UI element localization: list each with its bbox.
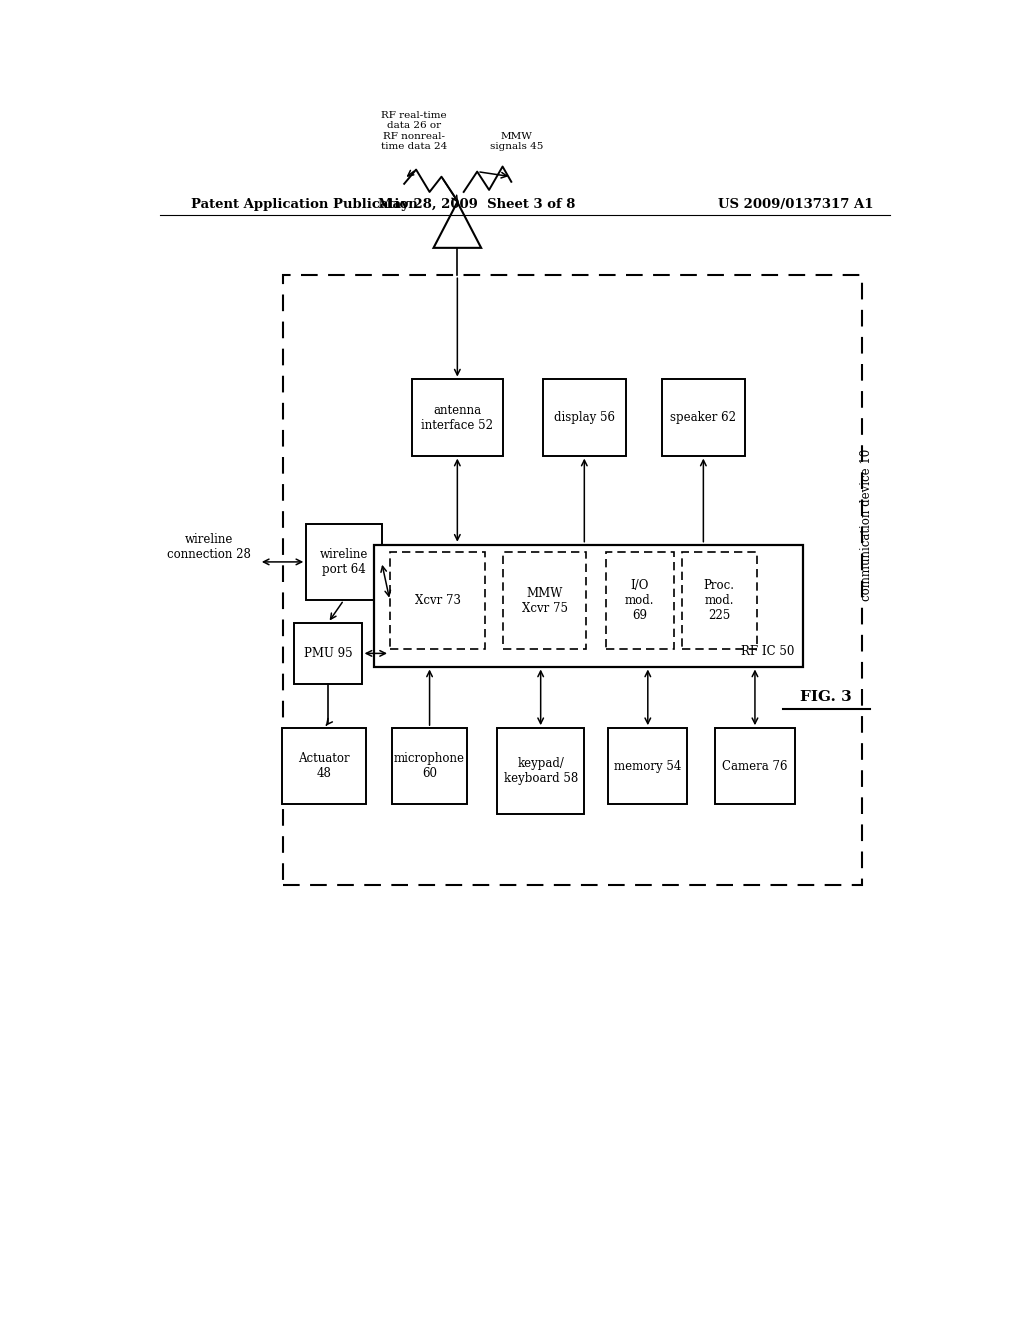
Text: PMU 95: PMU 95: [304, 647, 352, 660]
Text: speaker 62: speaker 62: [671, 411, 736, 424]
Bar: [715, 729, 795, 804]
Text: memory 54: memory 54: [614, 760, 682, 772]
Text: Actuator
48: Actuator 48: [298, 752, 350, 780]
Bar: [390, 552, 485, 649]
Text: keypad/
keyboard 58: keypad/ keyboard 58: [504, 758, 578, 785]
Bar: [606, 552, 674, 649]
Text: communication device 10: communication device 10: [859, 449, 872, 601]
Bar: [294, 623, 361, 684]
Bar: [374, 545, 803, 667]
Text: microphone
60: microphone 60: [394, 752, 465, 780]
Bar: [283, 276, 862, 886]
Bar: [283, 729, 366, 804]
Text: Patent Application Publication: Patent Application Publication: [191, 198, 418, 211]
Bar: [412, 379, 503, 455]
Text: MMW
signals 45: MMW signals 45: [490, 132, 544, 152]
Text: Xcvr 73: Xcvr 73: [415, 594, 461, 607]
Bar: [608, 729, 687, 804]
Bar: [662, 379, 745, 455]
Text: wireline
port 64: wireline port 64: [319, 548, 368, 576]
Text: US 2009/0137317 A1: US 2009/0137317 A1: [719, 198, 873, 211]
Text: wireline
connection 28: wireline connection 28: [167, 533, 251, 561]
Text: RF IC 50: RF IC 50: [741, 645, 795, 659]
Bar: [497, 729, 585, 814]
Text: FIG. 3: FIG. 3: [801, 690, 852, 704]
Text: RF real-time
data 26 or
RF nonreal-
time data 24: RF real-time data 26 or RF nonreal- time…: [381, 111, 446, 152]
Text: MMW
Xcvr 75: MMW Xcvr 75: [521, 586, 567, 615]
Text: display 56: display 56: [554, 411, 614, 424]
Text: Camera 76: Camera 76: [722, 760, 787, 772]
Text: May 28, 2009  Sheet 3 of 8: May 28, 2009 Sheet 3 of 8: [379, 198, 575, 211]
Bar: [306, 524, 382, 601]
Text: antenna
interface 52: antenna interface 52: [421, 404, 494, 432]
Bar: [503, 552, 587, 649]
Text: Proc.
mod.
225: Proc. mod. 225: [703, 579, 735, 622]
Bar: [543, 379, 626, 455]
Text: I/O
mod.
69: I/O mod. 69: [625, 579, 654, 622]
Bar: [682, 552, 757, 649]
Bar: [392, 729, 467, 804]
